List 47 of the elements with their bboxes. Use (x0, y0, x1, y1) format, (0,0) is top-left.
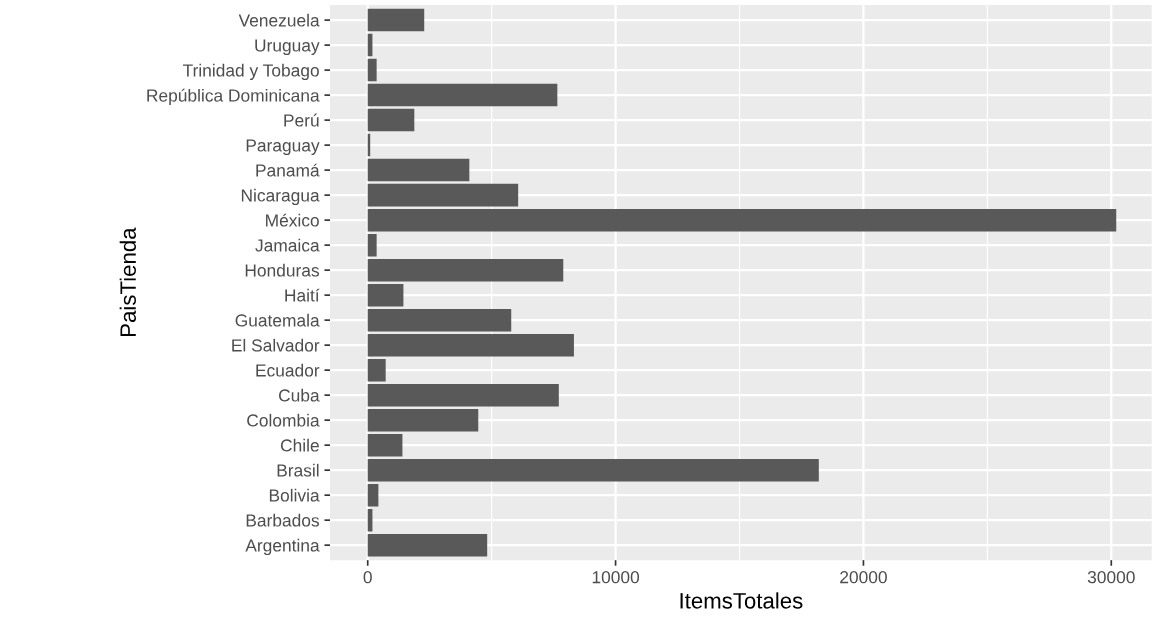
y-tick-label: Guatemala (235, 313, 320, 327)
y-tick-label: Colombia (247, 413, 320, 427)
y-tick-label: Venezuela (238, 13, 320, 27)
y-tick-label: Paraguay (246, 139, 320, 156)
y-tick-label: Bolivia (269, 488, 320, 502)
bar (367, 533, 488, 557)
y-tick-label: Nicaragua (241, 188, 320, 206)
bar (367, 458, 819, 482)
y-tick-label: República Dominicana (147, 88, 320, 106)
bar (367, 308, 512, 332)
bar (367, 258, 564, 282)
y-tick-label: Panamá (256, 163, 320, 177)
y-tick-label: El Salvador (232, 338, 320, 352)
y-axis-title: PaisTienda (119, 227, 136, 336)
y-tick-label: Brasil (277, 463, 319, 477)
bar (367, 433, 403, 457)
y-tick-label: Perú (284, 113, 319, 127)
bar (367, 158, 470, 182)
bar (367, 108, 415, 132)
bar (367, 408, 479, 432)
y-tick-label: Honduras (245, 263, 320, 277)
x-tick-label: 20000 (840, 571, 887, 584)
x-tick-label: 30000 (1087, 571, 1135, 584)
bar (367, 283, 404, 307)
bar (367, 233, 377, 257)
bar (367, 208, 1117, 232)
x-axis-title: ItemsTotales (680, 592, 803, 609)
y-tick-label: Cuba (279, 388, 320, 402)
bar (367, 83, 558, 107)
y-tick-label: Ecuador (256, 363, 320, 377)
y-tick-label: Chile (280, 438, 319, 452)
y-tick-label: Trinidad y Tobago (182, 63, 319, 80)
y-tick-label: Jamaica (255, 238, 320, 252)
bar (367, 383, 559, 407)
bar (367, 333, 574, 357)
x-tick-label: 10000 (592, 571, 640, 584)
y-tick-label: Uruguay (255, 39, 320, 55)
bar (367, 358, 386, 382)
y-tick-label: Argentina (245, 538, 320, 556)
bar (367, 58, 377, 82)
x-tick-label: 0 (363, 571, 372, 584)
bar (367, 183, 519, 207)
y-tick-label: México (266, 213, 319, 227)
bar (367, 8, 425, 32)
bar (367, 483, 379, 507)
y-tick-label: Barbados (246, 513, 320, 527)
y-tick-label: Haití (285, 288, 320, 302)
